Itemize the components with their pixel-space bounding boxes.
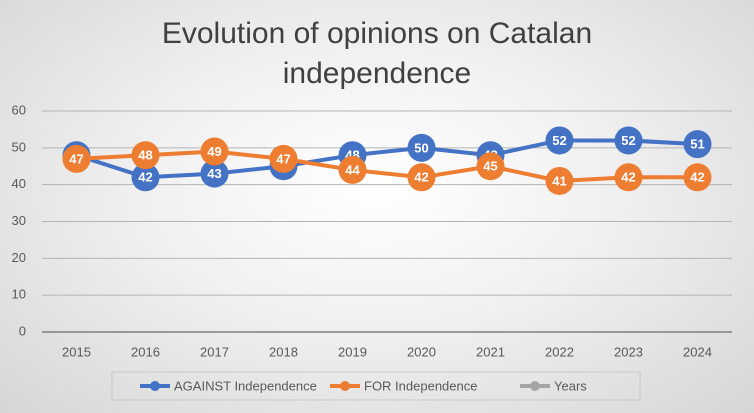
legend-marker [340, 381, 350, 391]
point [614, 126, 643, 155]
point [200, 159, 229, 188]
legend-label: AGAINST Independence [174, 378, 317, 393]
point [407, 133, 436, 162]
data-label: 45 [483, 159, 497, 174]
x-tick-label: 2019 [338, 344, 367, 359]
x-tick-label: 2017 [200, 344, 229, 359]
data-label: 48 [138, 148, 152, 163]
x-tick-label: 2024 [683, 344, 712, 359]
data-label: 49 [207, 144, 221, 159]
series-line [75, 138, 698, 180]
y-tick-label: 20 [12, 250, 26, 265]
data-label: 52 [621, 133, 635, 148]
data-label: 42 [690, 170, 704, 185]
data-label: 47 [69, 151, 83, 166]
y-tick-label: 40 [12, 176, 26, 191]
data-label: 41 [552, 173, 566, 188]
x-tick-label: 2022 [545, 344, 574, 359]
point [545, 166, 574, 195]
point [269, 144, 298, 173]
data-label: 50 [414, 140, 428, 155]
y-tick-label: 50 [12, 139, 26, 154]
data-label: 42 [621, 170, 635, 185]
y-tick-label: 0 [19, 323, 26, 338]
x-tick-label: 2016 [131, 344, 160, 359]
x-tick-label: 2018 [269, 344, 298, 359]
point [131, 141, 160, 170]
point [407, 163, 436, 192]
x-tick-label: 2023 [614, 344, 643, 359]
legend-box [111, 371, 641, 401]
legend-marker [150, 381, 160, 391]
chart-title: Evolution of opinions on Catalan indepen… [161, 17, 593, 90]
point [683, 163, 712, 192]
point [614, 163, 643, 192]
x-tick-label: 2015 [62, 344, 91, 359]
x-tick-label: 2021 [476, 344, 505, 359]
point [200, 137, 229, 166]
x-tick-label: 2020 [407, 344, 436, 359]
point [62, 144, 91, 173]
point [338, 155, 367, 184]
series-line [76, 149, 698, 183]
y-tick-label: 30 [12, 213, 26, 228]
y-tick-label: 60 [12, 102, 26, 117]
point [545, 126, 574, 155]
data-label: 47 [276, 151, 290, 166]
data-label: 51 [690, 137, 704, 152]
point [476, 152, 505, 181]
legend-label: FOR Independence [364, 378, 477, 393]
legend-marker [530, 381, 540, 391]
data-label: 42 [138, 170, 152, 185]
data-label: 44 [345, 162, 360, 177]
point [131, 163, 160, 192]
data-label: 43 [207, 166, 221, 181]
point [683, 130, 712, 159]
y-tick-label: 10 [12, 287, 26, 302]
data-label: 42 [414, 170, 428, 185]
legend-label: Years [554, 378, 587, 393]
data-label: 52 [552, 133, 566, 148]
